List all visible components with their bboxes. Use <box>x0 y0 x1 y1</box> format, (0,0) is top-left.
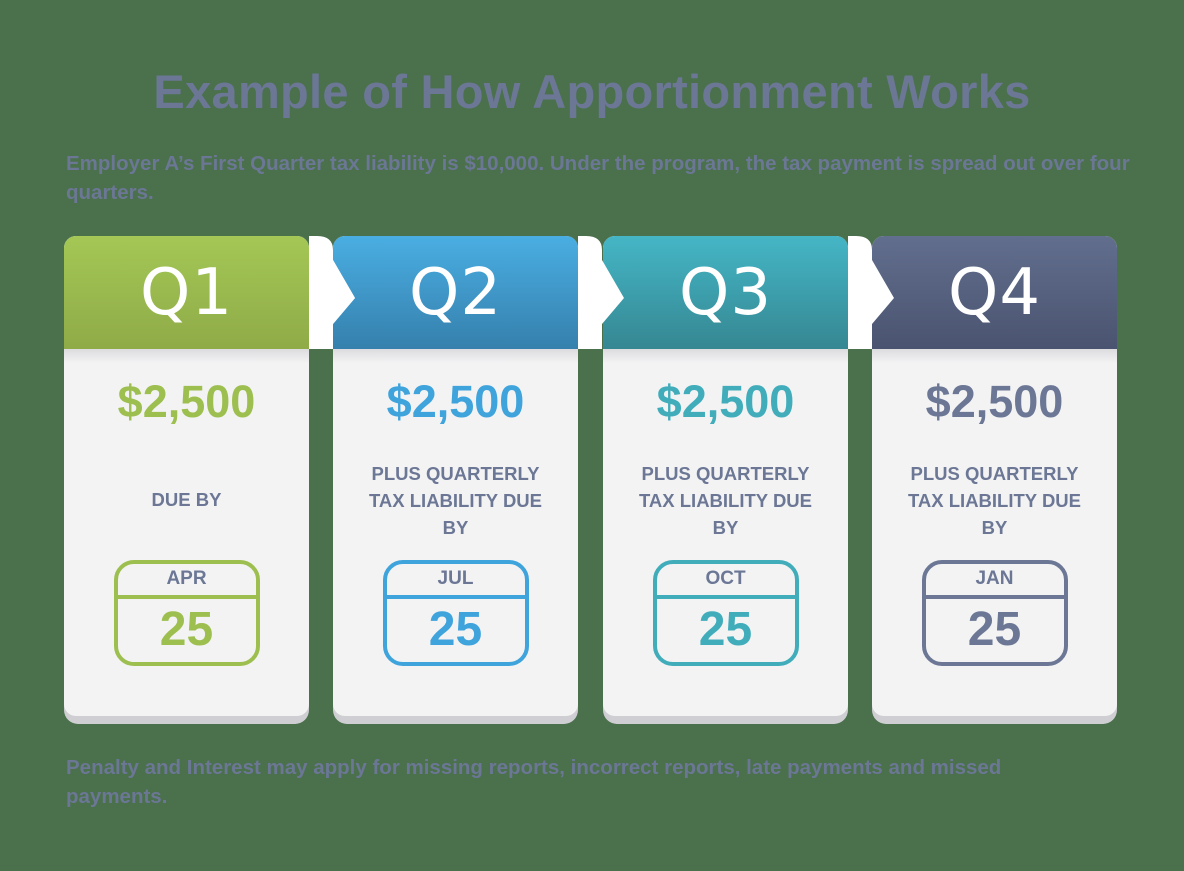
calendar-month: APR <box>166 568 207 589</box>
quarter-label: Q3 <box>678 255 773 330</box>
header-shade <box>64 349 309 363</box>
header-shade <box>603 349 848 363</box>
quarter-label: Q4 <box>947 255 1042 330</box>
due-description: PLUS QUARTERLY TAX LIABILITY DUE BY <box>368 463 542 538</box>
calendar-icon: APR 25 <box>113 560 260 666</box>
card-header: Q3 <box>603 236 848 349</box>
amount: $2,500 <box>386 376 525 427</box>
calendar-day: 25 <box>159 603 214 656</box>
footer-note: Penalty and Interest may apply for missi… <box>66 756 1002 808</box>
page-title: Example of How Apportionment Works <box>153 65 1031 118</box>
quarter-label: Q1 <box>139 255 234 330</box>
header-shade <box>872 349 1117 363</box>
card-header: Q2 <box>333 236 578 349</box>
calendar-icon: JUL 25 <box>382 560 529 666</box>
chevron-right-icon <box>848 236 894 349</box>
chevron-right-icon <box>309 236 355 349</box>
quarter-card-q4: Q4 $2,500 PLUS QUARTERLY TAX LIABILITY D… <box>872 236 1117 724</box>
quarter-card-q1: Q1 $2,500 DUE BY APR 25 <box>64 236 309 724</box>
amount: $2,500 <box>117 376 256 427</box>
calendar-month: JUL <box>437 568 474 589</box>
calendar-icon: OCT 25 <box>652 560 799 666</box>
due-description: DUE BY <box>151 489 222 510</box>
quarter-card-q2: Q2 $2,500 PLUS QUARTERLY TAX LIABILITY D… <box>333 236 578 724</box>
calendar-divider <box>117 595 256 599</box>
quarter-label: Q2 <box>408 255 503 330</box>
due-description: PLUS QUARTERLY TAX LIABILITY DUE BY <box>638 463 812 538</box>
calendar-day: 25 <box>428 603 483 656</box>
due-description: PLUS QUARTERLY TAX LIABILITY DUE BY <box>907 463 1081 538</box>
calendar-divider <box>925 595 1064 599</box>
card-header: Q4 <box>872 236 1117 349</box>
chevron-right-icon <box>578 236 624 349</box>
card-header: Q1 <box>64 236 309 349</box>
quarter-card-q3: Q3 $2,500 PLUS QUARTERLY TAX LIABILITY D… <box>603 236 848 724</box>
calendar-day: 25 <box>698 603 753 656</box>
calendar-month: JAN <box>975 568 1014 589</box>
intro-text: Employer A’s First Quarter tax liability… <box>66 152 1130 204</box>
calendar-divider <box>656 595 795 599</box>
amount: $2,500 <box>656 376 795 427</box>
calendar-icon: JAN 25 <box>921 560 1068 666</box>
header-shade <box>333 349 578 363</box>
calendar-day: 25 <box>967 603 1022 656</box>
calendar-month: OCT <box>705 568 746 589</box>
amount: $2,500 <box>925 376 1064 427</box>
calendar-divider <box>386 595 525 599</box>
